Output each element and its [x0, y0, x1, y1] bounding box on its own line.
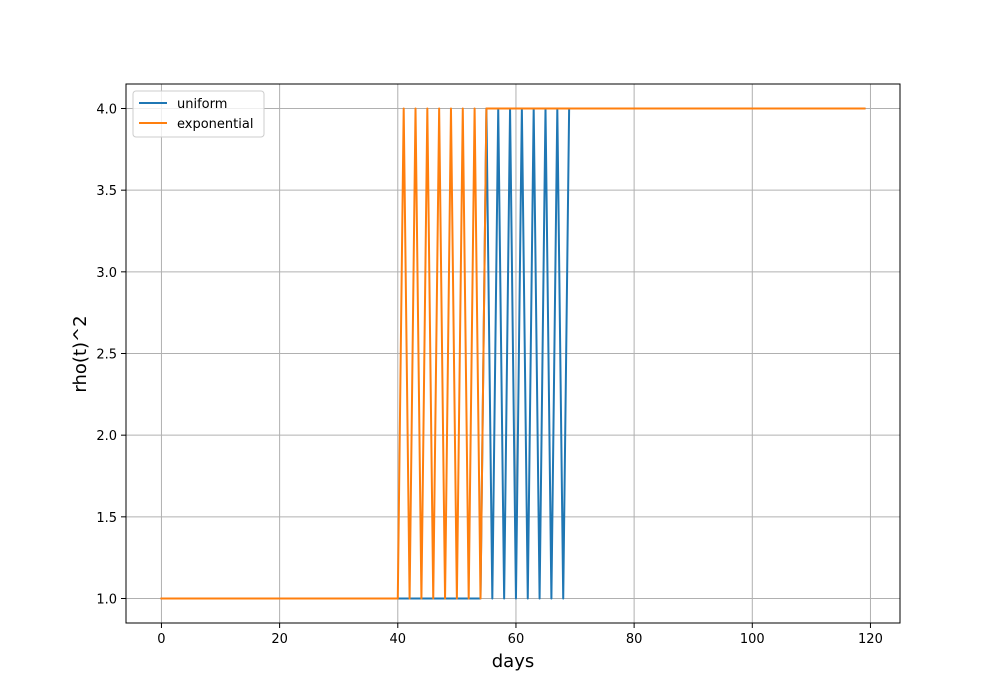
- y-tick-label: 2.5: [96, 348, 117, 363]
- series-lines: [160, 107, 866, 600]
- y-tick-label: 4.0: [96, 103, 117, 118]
- legend-label-exponential: exponential: [177, 117, 253, 132]
- x-tick-label: 40: [390, 632, 407, 647]
- axis-ticks: 0 20 40 60 80 100 120 1.0 1.5 2.0 2.5 3.0 3.5 4.0: [96, 103, 883, 648]
- x-tick-label: 120: [858, 632, 883, 647]
- legend: uniform exponential: [132, 90, 265, 138]
- y-tick-label: 1.0: [96, 593, 117, 608]
- y-tick-label: 2.0: [96, 429, 117, 444]
- x-tick-label: 0: [157, 632, 165, 647]
- y-tick-label: 3.0: [96, 266, 117, 281]
- series-line-exponential: [160, 107, 866, 600]
- y-tick-label: 3.5: [96, 184, 117, 199]
- x-axis-label: days: [492, 651, 535, 672]
- x-tick-label: 80: [626, 632, 643, 647]
- legend-label-uniform: uniform: [177, 97, 227, 112]
- y-tick-label: 1.5: [96, 511, 117, 526]
- x-tick-label: 100: [740, 632, 765, 647]
- x-tick-label: 20: [271, 632, 288, 647]
- series-line-uniform: [160, 107, 866, 600]
- x-tick-label: 60: [508, 632, 525, 647]
- y-axis-label: rho(t)^2: [70, 315, 91, 392]
